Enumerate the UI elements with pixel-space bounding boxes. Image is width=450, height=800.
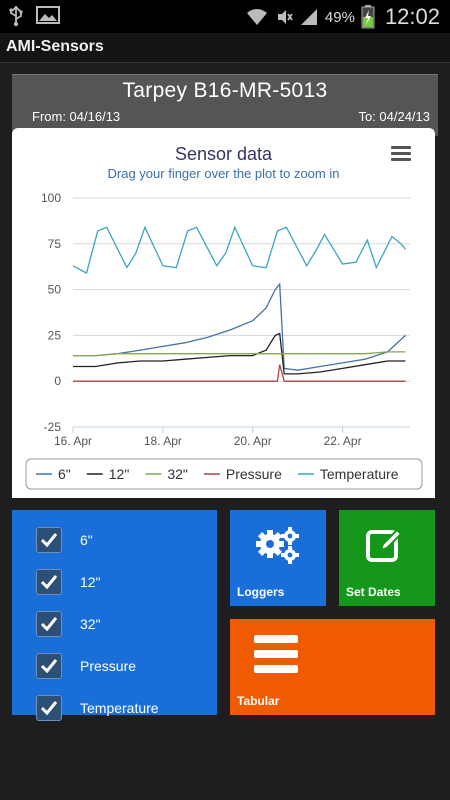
y-tick-label: 25 [48,328,62,342]
series-line [72,225,407,275]
to-date: To: 04/24/13 [358,109,430,124]
battery-charging-icon [361,5,375,29]
list-icon [254,635,298,673]
action-bar: AMI-Sensors [0,33,450,63]
series-checklist: 6" 12" 32" Pressure Temperature [12,510,217,721]
series-line [73,364,406,382]
checkbox-temperature[interactable]: Temperature [36,694,159,722]
battery-percent: 49% [324,8,355,26]
y-tick-label: 0 [54,374,61,388]
clock: 12:02 [384,4,440,29]
loggers-tile[interactable]: Loggers [230,510,326,606]
checkbox-12-inch[interactable]: 12" [36,568,101,596]
y-tick-label: -25 [44,420,62,434]
checkbox-label: Temperature [80,700,159,716]
series-line [73,332,406,375]
y-tick-label: 50 [48,283,62,297]
mute-icon [277,10,293,24]
chart-legend [25,458,423,490]
series-line [73,351,406,357]
edit-icon [366,528,403,562]
status-bar: 49% 12:02 [0,0,450,33]
gears-icon [256,527,299,564]
checkbox-6-inch[interactable]: 6" [36,526,93,554]
checkbox-checked-icon[interactable] [36,611,62,637]
signal-icon [300,9,317,25]
legend-label: 12" [109,466,130,482]
checkbox-checked-icon[interactable] [36,527,62,553]
from-date: From: 04/16/13 [32,109,121,124]
chart-title: Sensor data [174,144,273,164]
checkbox-32-inch[interactable]: 32" [36,610,101,638]
x-tick-label: 18. Apr [144,434,182,448]
checkbox-checked-icon[interactable] [36,653,62,679]
sensor-name: Tarpey B16-MR-5013 [122,79,328,102]
checkbox-checked-icon[interactable] [36,569,62,595]
checkbox-label: 12" [80,574,101,590]
chart-card[interactable]: -25 0 25 50 75 100 16. Apr 18. Apr 20. Apr 22. Ap… [12,128,435,498]
image-icon [36,6,60,24]
set-dates-label: Set Dates [346,585,401,599]
legend-label: Pressure [226,466,282,482]
sensor-header: Tarpey B16-MR-5013 From: 04/16/13 To: 04… [12,74,438,136]
y-tick-label: 75 [48,237,62,251]
checkbox-label: 32" [80,616,101,632]
checkbox-label: 6" [80,532,93,548]
x-tick-label: 22. Apr [324,434,362,448]
loggers-label: Loggers [237,585,285,599]
chart-subtitle: Drag your finger over the plot to zoom i… [107,166,340,181]
legend-label: 32" [167,466,188,482]
tabular-label: Tabular [237,694,280,708]
usb-icon [9,5,23,27]
checkbox-label: Pressure [80,658,137,674]
series-line [73,282,406,371]
legend-label: Temperature [320,466,399,482]
legend-label: 6" [58,466,71,482]
sensor-chart[interactable]: -25 0 25 50 75 100 16. Apr 18. Apr 20. Apr 22. Ap… [12,128,435,498]
x-tick-label: 20. Apr [234,434,272,448]
wifi-icon [246,9,267,25]
tabular-tile[interactable]: Tabular [230,619,435,715]
y-tick-label: 100 [41,191,61,205]
hamburger-menu-icon[interactable] [391,146,411,162]
checkbox-pressure[interactable]: Pressure [36,652,136,680]
set-dates-tile[interactable]: Set Dates [339,510,435,606]
x-tick-label: 16. Apr [54,434,92,448]
checkbox-checked-icon[interactable] [36,695,62,721]
app-title: AMI-Sensors [6,38,104,55]
